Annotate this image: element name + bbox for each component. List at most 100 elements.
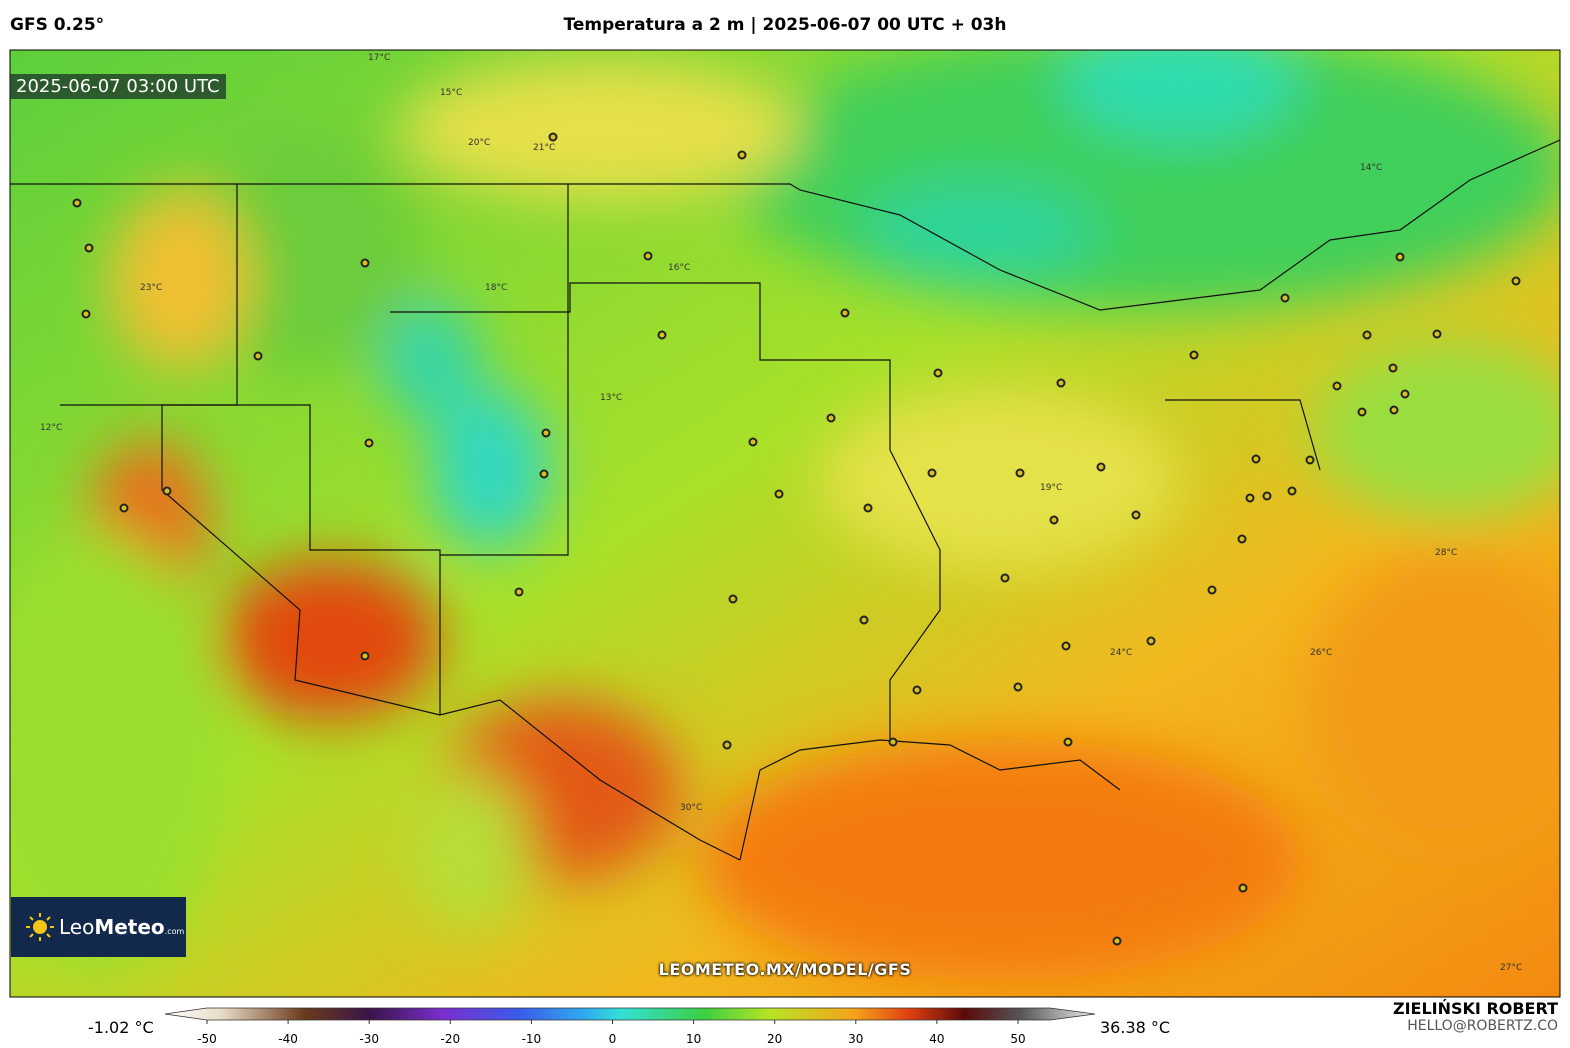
contour-label: 20°C (468, 138, 490, 148)
colorbar-tick-label: -50 (197, 1032, 217, 1046)
city-marker (1400, 389, 1410, 399)
colorbar: -50 -40 -30 -20 -10 0 10 20 30 40 50 (164, 1007, 1096, 1046)
contour-label: 16°C (668, 263, 690, 273)
contour-label: 24°C (1110, 648, 1132, 658)
valid-time: 2025-06-07 03:00 UTC (10, 74, 226, 99)
city-marker (728, 594, 738, 604)
colorbar-tick-label: 20 (767, 1032, 782, 1046)
city-marker (1131, 510, 1141, 520)
city-marker (748, 437, 758, 447)
contour-label: 14°C (1360, 163, 1382, 173)
contour-label: 23°C (140, 283, 162, 293)
city-marker (541, 428, 551, 438)
city-marker (1189, 350, 1199, 360)
city-marker (1287, 486, 1297, 496)
city-marker (1049, 515, 1059, 525)
city-marker (1432, 329, 1442, 339)
city-marker (863, 503, 873, 513)
contour-label: 17°C (368, 53, 390, 63)
city-marker (722, 740, 732, 750)
city-marker (888, 737, 898, 747)
logo: Leo Meteo .com (11, 897, 186, 957)
city-marker (1511, 276, 1521, 286)
city-marker (912, 685, 922, 695)
city-marker (364, 438, 374, 448)
colorbar-tick-label: 10 (686, 1032, 701, 1046)
city-marker (548, 132, 558, 142)
city-marker (1362, 330, 1372, 340)
title: Temperatura a 2 m | 2025-06-07 00 UTC + … (563, 15, 1007, 35)
city-marker (360, 651, 370, 661)
city-marker (1238, 883, 1248, 893)
city-marker (1237, 534, 1247, 544)
city-marker (1015, 468, 1025, 478)
contour-label: 26°C (1310, 648, 1332, 658)
contour-label: 21°C (533, 143, 555, 153)
city-marker (1305, 455, 1315, 465)
city-marker (826, 413, 836, 423)
colorbar-ticks: -50 -40 -30 -20 -10 0 10 20 30 40 50 (197, 1020, 1026, 1046)
colorbar-tick-label: 30 (848, 1032, 863, 1046)
colorbar-tick-label: 0 (609, 1032, 617, 1046)
city-marker (1251, 454, 1261, 464)
contour-label: 18°C (485, 283, 507, 293)
city-marker (1000, 573, 1010, 583)
city-marker (1245, 493, 1255, 503)
contour-label: 12°C (40, 423, 62, 433)
city-marker (72, 198, 82, 208)
email: HELLO@ROBERTZ.CO (1407, 1018, 1558, 1034)
city-marker (643, 251, 653, 261)
city-marker (1332, 381, 1342, 391)
city-marker (927, 468, 937, 478)
city-marker (1146, 636, 1156, 646)
colorbar-min: -1.02 °C (88, 1018, 154, 1037)
watermark: LEOMETEO.MX/MODEL/GFS (658, 960, 912, 979)
city-marker (859, 615, 869, 625)
city-marker (737, 150, 747, 160)
contour-label: 13°C (600, 393, 622, 403)
colorbar-ramp (164, 1007, 1096, 1021)
city-marker (81, 309, 91, 319)
city-marker (84, 243, 94, 253)
city-marker (253, 351, 263, 361)
city-marker (1395, 252, 1405, 262)
city-marker (1013, 682, 1023, 692)
colorbar-tick-label: 50 (1010, 1032, 1025, 1046)
contour-label: 15°C (440, 88, 462, 98)
logo-sun (26, 913, 54, 941)
city-marker (840, 308, 850, 318)
colorbar-tick-label: -30 (359, 1032, 379, 1046)
city-marker (1280, 293, 1290, 303)
colorbar-tick-label: 40 (929, 1032, 944, 1046)
city-marker (514, 587, 524, 597)
city-marker (162, 486, 172, 496)
city-marker (539, 469, 549, 479)
logo-name: Leo (59, 915, 95, 939)
map-frame (9, 49, 1561, 998)
city-marker (360, 258, 370, 268)
city-marker (1357, 407, 1367, 417)
colorbar-tick-label: -10 (522, 1032, 542, 1046)
city-marker (1056, 378, 1066, 388)
city-marker (1112, 936, 1122, 946)
colorbar-tick-label: -20 (440, 1032, 460, 1046)
contour-label: 27°C (1500, 963, 1522, 973)
colorbar-tick-label: -40 (278, 1032, 298, 1046)
city-marker (1389, 405, 1399, 415)
city-marker (774, 489, 784, 499)
contour-labels: 17°C 15°C 20°C 21°C 18°C 13°C 14°C 16°C 12°C 24°C… (40, 53, 1522, 973)
city-marker (1207, 585, 1217, 595)
city-marker (1388, 363, 1398, 373)
cities (72, 132, 1521, 946)
colorbar-max: 36.38 °C (1100, 1018, 1171, 1037)
city-marker (1262, 491, 1272, 501)
city-marker (933, 368, 943, 378)
city-marker (1096, 462, 1106, 472)
city-marker (119, 503, 129, 513)
author: ZIELIŃSKI ROBERT (1392, 999, 1558, 1018)
temperature-field: 17°C 15°C 20°C 21°C 18°C 13°C 14°C 16°C 12°C 24°C… (10, 50, 1560, 997)
contour-label: 19°C (1040, 483, 1062, 493)
borders (10, 139, 1560, 861)
